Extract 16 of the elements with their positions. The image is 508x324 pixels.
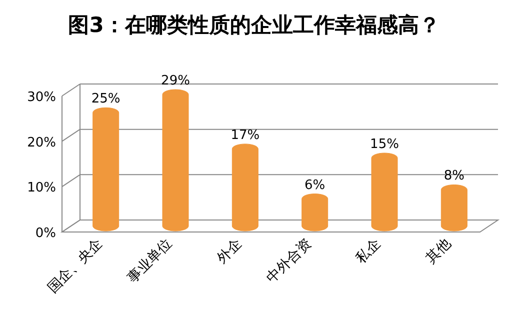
data-label: 29% [161,74,190,89]
y-tick-label: 0% [35,226,56,241]
data-label: 17% [230,128,260,143]
data-label: 15% [370,137,399,152]
y-tick-label: 10% [27,180,56,196]
x-tick-label: 私企 [353,236,384,267]
x-tick-label: 其他 [422,236,454,267]
chart-title: 图3：在哪类性质的企业工作幸福感高？ [68,13,440,37]
x-tick-label: 外企 [214,236,245,267]
y-tick-label: 30% [27,90,56,105]
data-label: 25% [91,92,120,107]
data-label: 8% [444,168,464,184]
x-tick-label: 事业单位 [124,236,176,286]
y-tick-label: 20% [27,135,56,150]
x-tick-label: 中外合资 [264,236,315,286]
data-label: 6% [304,178,326,193]
